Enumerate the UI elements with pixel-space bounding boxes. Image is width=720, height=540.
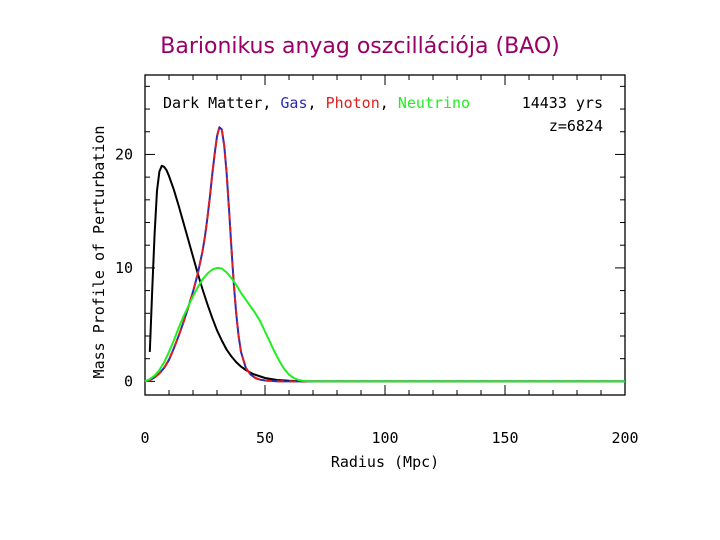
legend-gas: Gas	[280, 94, 307, 112]
x-tick-label: 200	[611, 429, 638, 447]
y-axis-label: Mass Profile of Perturbation	[90, 126, 108, 379]
series-line-neutrino	[144, 266, 625, 383]
y-tick-label: 10	[115, 259, 133, 277]
legend-neutrino: Neutrino	[398, 94, 470, 112]
redshift-annotation: z=6824	[549, 117, 603, 135]
series-line-dark-matter	[148, 164, 625, 383]
tick-labels: 0 50 100 150 200 0 10 20	[115, 145, 639, 447]
axis-ticks	[144, 75, 626, 395]
x-axis-label: Radius (Mpc)	[331, 453, 439, 471]
y-tick-label: 20	[115, 145, 133, 163]
series-lines	[144, 126, 625, 383]
legend-dark-matter: Dark Matter	[163, 94, 262, 112]
x-tick-label: 150	[491, 429, 518, 447]
x-tick-label: 100	[371, 429, 398, 447]
time-annotation: 14433 yrs	[522, 94, 603, 112]
x-tick-label: 0	[140, 429, 149, 447]
slide-title: Barionikus anyag oszcillációja (BAO)	[160, 34, 560, 59]
series-line-photon	[144, 126, 625, 383]
x-tick-label: 50	[256, 429, 274, 447]
legend: Dark Matter, Gas, Photon, Neutrino	[163, 94, 470, 112]
y-tick-label: 0	[124, 372, 133, 390]
legend-photon: Photon	[326, 94, 380, 112]
series-line-gas	[144, 126, 625, 383]
